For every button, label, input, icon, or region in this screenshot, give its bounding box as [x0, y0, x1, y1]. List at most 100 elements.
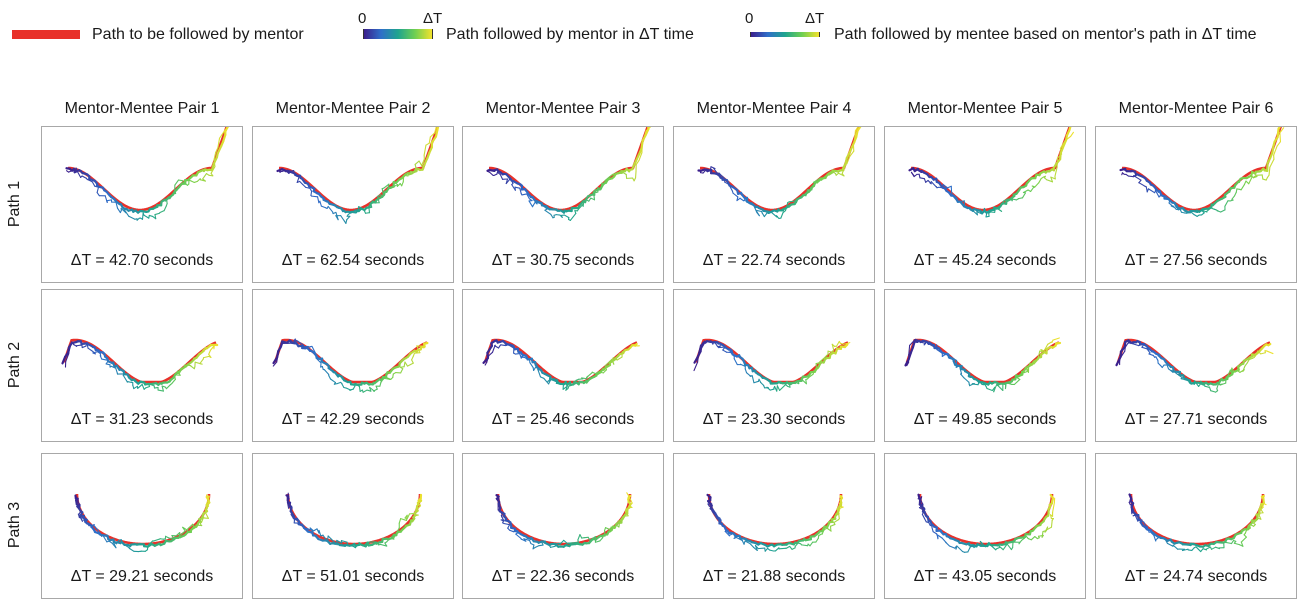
- trajectory-plot: [1119, 127, 1285, 217]
- trajectory-panel: ΔT = 29.21 seconds: [41, 453, 243, 599]
- legend-mentor-tick-end: ΔT: [423, 10, 443, 27]
- trajectory-plot: [917, 493, 1056, 553]
- delta-t-label: ΔT = 45.24 seconds: [913, 252, 1057, 269]
- target-path: [1121, 127, 1282, 212]
- mentor-path: [1128, 493, 1265, 548]
- trajectory-panel: ΔT = 43.05 seconds: [884, 453, 1086, 599]
- mentor-path: [904, 339, 1062, 386]
- mentee-path: [65, 127, 229, 221]
- delta-t-label: ΔT = 42.70 seconds: [70, 252, 214, 269]
- trajectory-plot: [706, 493, 844, 552]
- delta-t-label: ΔT = 62.54 seconds: [281, 252, 425, 269]
- mentor-path: [61, 340, 219, 386]
- trajectory-plot: [904, 337, 1062, 393]
- trajectory-plot: [908, 127, 1074, 218]
- trajectory-panel: ΔT = 62.54 seconds: [252, 126, 454, 283]
- mentor-path: [482, 339, 638, 387]
- trajectory-plot: [285, 492, 423, 549]
- mentor-path: [285, 493, 423, 548]
- delta-t-label: ΔT = 29.21 seconds: [70, 568, 214, 585]
- legend-mentee-path-label: Path followed by mentee based on mentor'…: [834, 26, 1257, 43]
- delta-t-label: ΔT = 23.30 seconds: [702, 411, 846, 428]
- mentor-path: [495, 494, 632, 548]
- trajectory-panel: ΔT = 22.74 seconds: [673, 126, 875, 283]
- trajectory-panel: ΔT = 30.75 seconds: [462, 126, 664, 283]
- delta-t-label: ΔT = 42.29 seconds: [281, 411, 425, 428]
- trajectory-plot: [482, 338, 640, 391]
- trajectory-panel: ΔT = 51.01 seconds: [252, 453, 454, 599]
- target-path: [488, 127, 649, 212]
- legend-mentee-tick-start: 0: [745, 10, 754, 27]
- target-path: [67, 127, 228, 212]
- mentee-path: [272, 338, 426, 393]
- trajectory-plot: [272, 338, 429, 393]
- trajectory-panel: ΔT = 42.70 seconds: [41, 126, 243, 283]
- trajectory-panel: ΔT = 23.30 seconds: [673, 289, 875, 442]
- trajectory-plot: [1128, 493, 1267, 553]
- delta-t-label: ΔT = 27.71 seconds: [1124, 411, 1268, 428]
- mentor-path: [1115, 339, 1272, 386]
- column-header-pair-1: Mentor-Mentee Pair 1: [64, 100, 220, 117]
- target-path: [699, 127, 860, 212]
- trajectory-panel: ΔT = 27.71 seconds: [1095, 289, 1297, 442]
- mentor-path: [272, 339, 429, 386]
- mentor-path: [693, 340, 849, 386]
- trajectory-panel: ΔT = 24.74 seconds: [1095, 453, 1297, 599]
- mentor-path: [697, 127, 862, 214]
- trajectory-panel: ΔT = 49.85 seconds: [884, 289, 1086, 442]
- mentor-path: [276, 127, 440, 214]
- column-header-pair-3: Mentor-Mentee Pair 3: [485, 100, 641, 117]
- delta-t-label: ΔT = 51.01 seconds: [281, 568, 425, 585]
- mentor-path: [65, 127, 229, 214]
- delta-t-label: ΔT = 43.05 seconds: [913, 568, 1057, 585]
- mentor-path: [706, 493, 844, 548]
- legend-mentor-tick-start: 0: [358, 10, 367, 27]
- delta-t-label: ΔT = 30.75 seconds: [491, 252, 635, 269]
- mentee-path: [699, 127, 859, 220]
- trajectory-panel: ΔT = 31.23 seconds: [41, 289, 243, 442]
- delta-t-label: ΔT = 22.74 seconds: [702, 252, 846, 269]
- mentee-path: [707, 497, 844, 552]
- column-header-pair-5: Mentor-Mentee Pair 5: [907, 100, 1063, 117]
- legend-mentor-path-label: Path followed by mentor in ΔT time: [446, 26, 694, 43]
- delta-t-label: ΔT = 24.74 seconds: [1124, 568, 1268, 585]
- target-path: [707, 493, 843, 546]
- mentee-path: [1121, 127, 1285, 217]
- trajectory-panel: ΔT = 21.88 seconds: [673, 453, 875, 599]
- delta-t-label: ΔT = 49.85 seconds: [913, 411, 1057, 428]
- mentee-path: [286, 492, 423, 549]
- row-header-path-2: Path 2: [6, 341, 23, 388]
- mentor-path: [1119, 127, 1282, 214]
- trajectory-plot: [697, 127, 862, 220]
- target-path: [75, 493, 211, 546]
- column-header-pair-6: Mentor-Mentee Pair 6: [1118, 100, 1274, 117]
- legend-mentee-tick-end: ΔT: [805, 10, 825, 27]
- mentor-path: [917, 493, 1054, 548]
- trajectory-panel: ΔT = 22.36 seconds: [462, 453, 664, 599]
- target-path: [278, 127, 439, 212]
- column-header-pair-4: Mentor-Mentee Pair 4: [696, 100, 852, 117]
- trajectory-panel: ΔT = 45.24 seconds: [884, 126, 1086, 283]
- trajectory-panel: ΔT = 42.29 seconds: [252, 289, 454, 442]
- trajectory-panel: ΔT = 25.46 seconds: [462, 289, 664, 442]
- column-header-pair-2: Mentor-Mentee Pair 2: [275, 100, 431, 117]
- trajectory-plot: [495, 492, 633, 550]
- delta-t-label: ΔT = 31.23 seconds: [70, 411, 214, 428]
- trajectory-panel: ΔT = 27.56 seconds: [1095, 126, 1297, 283]
- mentor-path: [486, 127, 650, 214]
- target-path: [910, 127, 1071, 212]
- trajectory-plot: [1115, 338, 1274, 393]
- target-path: [1116, 338, 1271, 384]
- mentor-path: [908, 127, 1072, 214]
- row-header-path-3: Path 3: [6, 501, 23, 549]
- mentor-path: [74, 494, 211, 548]
- trajectory-plot: [65, 127, 229, 221]
- mentee-path: [495, 492, 633, 550]
- mentee-path: [486, 127, 652, 222]
- trajectory-plot: [74, 493, 211, 553]
- delta-t-label: ΔT = 21.88 seconds: [702, 568, 846, 585]
- legend-target-path-label: Path to be followed by mentor: [92, 26, 304, 43]
- mentor-gradient-bar: [363, 29, 433, 39]
- trajectory-plot: [276, 127, 440, 224]
- trajectory-plot: [693, 338, 851, 392]
